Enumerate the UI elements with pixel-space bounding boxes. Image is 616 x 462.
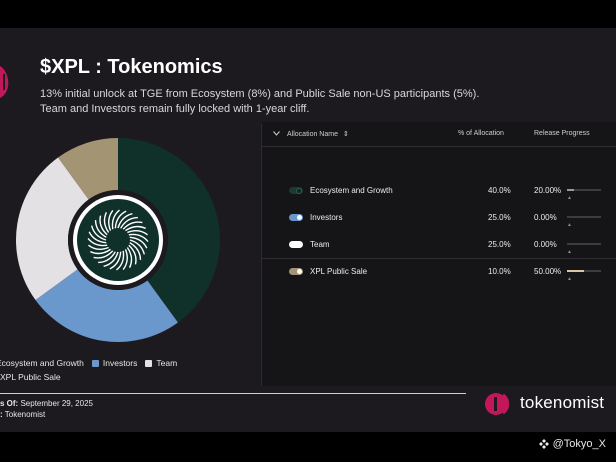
toggle-ecosystem-and-growth[interactable]	[289, 187, 303, 194]
page-title: $XPL : Tokenomics	[40, 56, 223, 78]
footer-meta: s Of: September 29, 2025 : Tokenomist	[0, 398, 93, 420]
table-header: Allocation Name ⇕ % of Allocation Releas…	[262, 122, 616, 147]
legend-item-public-sale: XPL Public Sale	[0, 370, 61, 384]
legend-row-1: Ecosystem and Growth Investors Team	[0, 356, 260, 370]
allocation-pct: 25.0%	[488, 213, 511, 222]
source-value: Tokenomist	[4, 410, 46, 419]
footer-divider	[0, 393, 466, 394]
subtitle-line-1: 13% initial unlock at TGE from Ecosystem…	[40, 88, 480, 100]
legend-item-investors: Investors	[91, 356, 138, 370]
toggle-investors[interactable]	[289, 214, 303, 221]
chart-panel	[0, 120, 262, 384]
donut-slice-xpl-public-sale[interactable]	[58, 138, 118, 200]
source-line: : Tokenomist	[0, 409, 93, 420]
allocation-pct: 40.0%	[488, 186, 511, 195]
legend-row-2: XPL Public Sale	[0, 370, 260, 384]
legend-label-team: Team	[156, 358, 178, 368]
donut-slice-ecosystem-and-growth[interactable]	[118, 138, 220, 323]
release-progress-fill	[567, 270, 584, 272]
binance-icon	[538, 439, 549, 449]
donut-chart	[15, 138, 220, 342]
legend-label-public-sale: XPL Public Sale	[0, 372, 61, 382]
as-of-date: September 29, 2025	[20, 399, 93, 408]
allocation-name: Investors	[310, 213, 343, 222]
allocation-name: XPL Public Sale	[310, 267, 368, 276]
progress-marker-icon: ▲	[567, 222, 572, 228]
row-separator	[262, 258, 616, 259]
table-row[interactable]: Investors 25.0% 0.00% ▲	[262, 213, 616, 239]
legend-item-ecosystem: Ecosystem and Growth	[0, 356, 84, 370]
brand-mark-icon	[0, 66, 9, 98]
donut-slice-investors[interactable]	[35, 269, 178, 342]
tokenomist-logo-icon	[485, 393, 510, 415]
toggle-knob	[297, 215, 302, 220]
panel-divider	[261, 124, 262, 386]
watermark: @Tokyo_X	[538, 438, 606, 450]
legend-label-investors: Investors	[102, 358, 138, 368]
sort-icon[interactable]: ⇕	[342, 131, 349, 138]
allocation-name: Team	[310, 240, 330, 249]
as-of-line: s Of: September 29, 2025	[0, 398, 93, 409]
source-label: :	[0, 410, 3, 419]
release-progress-label: 20.00%	[534, 186, 562, 195]
token-logo-rays	[87, 209, 149, 271]
brand-name: tokenomist	[520, 393, 605, 412]
release-progress-bar	[567, 243, 601, 245]
progress-marker-icon: ▲	[567, 249, 572, 255]
chevron-down-icon[interactable]	[273, 131, 280, 136]
release-progress-bar	[567, 189, 601, 191]
toggle-team[interactable]	[289, 241, 303, 248]
legend-swatch-investors	[91, 359, 99, 367]
col-header-pct[interactable]: % of Allocation	[458, 130, 504, 137]
toggle-xpl-public-sale[interactable]	[289, 268, 303, 275]
legend-label-ecosystem: Ecosystem and Growth	[0, 358, 84, 368]
progress-marker-icon: ▲	[567, 276, 572, 282]
allocation-name: Ecosystem and Growth	[310, 186, 393, 195]
release-progress-label: 0.00%	[534, 240, 557, 249]
allocation-pct: 25.0%	[488, 240, 511, 249]
subtitle-line-2: Team and Investors remain fully locked w…	[40, 103, 310, 115]
col-header-name[interactable]: Allocation Name ⇕	[287, 130, 349, 138]
toggle-knob	[297, 269, 302, 274]
tokenomics-card: $XPL : Tokenomics 13% initial unlock at …	[0, 28, 616, 432]
release-progress-fill	[567, 189, 574, 191]
legend-item-team: Team	[145, 356, 177, 370]
token-logo-icon	[77, 199, 159, 281]
release-progress-bar	[567, 270, 601, 272]
legend-swatch-team	[145, 359, 153, 367]
watermark-handle: @Tokyo_X	[552, 438, 606, 450]
release-progress-label: 50.00%	[534, 267, 562, 276]
allocation-pct: 10.0%	[488, 267, 511, 276]
tokenomist-logo: tokenomist	[484, 392, 614, 416]
toggle-knob	[297, 242, 302, 247]
col-header-name-label: Allocation Name	[287, 131, 338, 138]
table-row[interactable]: Team 25.0% 0.00% ▲	[262, 240, 616, 266]
toggle-knob	[296, 188, 302, 194]
donut-slice-team[interactable]	[15, 157, 89, 300]
progress-marker-icon: ▲	[567, 195, 572, 201]
allocation-table: Allocation Name ⇕ % of Allocation Releas…	[262, 122, 616, 386]
as-of-label: s Of:	[0, 399, 19, 408]
release-progress-bar	[567, 216, 601, 218]
table-row[interactable]: Ecosystem and Growth 40.0% 20.00% ▲	[262, 186, 616, 212]
page-subtitle: 13% initial unlock at TGE from Ecosystem…	[40, 87, 530, 117]
table-row[interactable]: XPL Public Sale 10.0% 50.00% ▲	[262, 267, 616, 293]
chart-legend: Ecosystem and Growth Investors Team XPL …	[0, 356, 260, 384]
release-progress-label: 0.00%	[534, 213, 557, 222]
col-header-progress[interactable]: Release Progress	[534, 130, 590, 137]
